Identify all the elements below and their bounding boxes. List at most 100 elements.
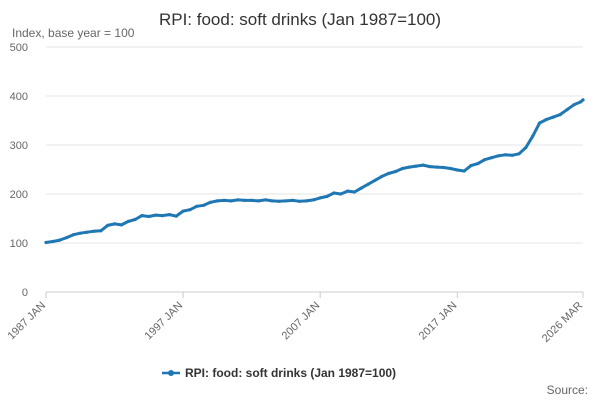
source-label[interactable]: Source:	[547, 383, 588, 397]
data-point[interactable]	[85, 230, 89, 234]
x-tick-label: 2017 JAN	[417, 300, 460, 343]
data-point[interactable]	[510, 153, 514, 157]
data-point[interactable]	[387, 171, 391, 175]
data-point[interactable]	[428, 165, 432, 169]
series-layer	[44, 98, 585, 245]
data-point[interactable]	[531, 134, 535, 138]
data-point[interactable]	[119, 223, 123, 227]
y-tick-label: 200	[10, 189, 28, 201]
data-point[interactable]	[222, 198, 226, 202]
data-point[interactable]	[462, 169, 466, 173]
data-point[interactable]	[318, 196, 322, 200]
data-point[interactable]	[174, 214, 178, 218]
y-tick-label: 400	[10, 91, 28, 103]
x-tick-label: 1987 JAN	[5, 300, 48, 343]
data-point[interactable]	[325, 194, 329, 198]
data-point[interactable]	[229, 199, 233, 203]
data-point[interactable]	[78, 231, 82, 235]
data-point[interactable]	[160, 214, 165, 218]
y-tick-label: 300	[10, 140, 28, 152]
data-point[interactable]	[58, 238, 62, 242]
data-point[interactable]	[558, 113, 562, 117]
data-point[interactable]	[202, 203, 206, 207]
data-point[interactable]	[414, 164, 418, 168]
data-point[interactable]	[167, 213, 171, 217]
data-point[interactable]	[346, 189, 350, 193]
data-point[interactable]	[291, 198, 295, 202]
data-point[interactable]	[208, 200, 213, 204]
data-point[interactable]	[256, 199, 261, 203]
data-point[interactable]	[476, 162, 480, 166]
data-point[interactable]	[572, 103, 576, 107]
grid-layer	[46, 46, 583, 244]
data-point[interactable]	[524, 145, 528, 150]
data-point[interactable]	[517, 152, 521, 156]
legend-label: RPI: food: soft drinks (Jan 1987=100)	[185, 366, 396, 380]
data-point[interactable]	[394, 169, 398, 174]
data-point[interactable]	[581, 98, 585, 102]
data-point[interactable]	[71, 233, 75, 237]
data-point[interactable]	[538, 121, 542, 125]
data-point[interactable]	[92, 229, 96, 233]
data-point[interactable]	[332, 191, 336, 195]
x-axis: 1987 JAN 1997 JAN 2007 JAN 2017 JAN 2026 MAR	[5, 292, 585, 345]
data-point[interactable]	[298, 199, 302, 203]
data-point[interactable]	[400, 166, 405, 171]
data-point[interactable]	[339, 192, 343, 196]
data-point[interactable]	[236, 198, 240, 202]
data-point[interactable]	[359, 186, 363, 190]
y-tick-label: 100	[10, 238, 28, 250]
data-point[interactable]	[352, 190, 357, 194]
data-point[interactable]	[154, 213, 158, 217]
data-point[interactable]	[181, 209, 185, 213]
data-point[interactable]	[551, 115, 555, 119]
data-point[interactable]	[380, 174, 384, 178]
data-point[interactable]	[243, 198, 247, 202]
chart-subtitle: Index, base year = 100	[12, 26, 135, 40]
data-point[interactable]	[579, 100, 583, 104]
data-point[interactable]	[304, 199, 309, 203]
x-tick-label: 2007 JAN	[280, 300, 323, 343]
data-point[interactable]	[44, 240, 48, 245]
data-point[interactable]	[373, 178, 377, 182]
data-point[interactable]	[442, 165, 446, 170]
data-point[interactable]	[483, 158, 487, 162]
data-point[interactable]	[277, 199, 281, 203]
data-point[interactable]	[270, 199, 274, 203]
y-tick-label: 500	[10, 42, 28, 54]
data-point[interactable]	[65, 236, 69, 240]
data-point[interactable]	[113, 222, 117, 226]
data-point[interactable]	[140, 214, 144, 218]
data-point[interactable]	[147, 214, 151, 219]
data-point[interactable]	[106, 223, 110, 227]
data-point[interactable]	[366, 182, 370, 186]
data-point[interactable]	[496, 154, 500, 158]
data-point[interactable]	[284, 199, 288, 203]
data-point[interactable]	[565, 108, 569, 112]
data-point[interactable]	[435, 165, 439, 169]
data-point[interactable]	[250, 198, 254, 202]
data-point[interactable]	[455, 168, 459, 172]
data-point[interactable]	[503, 153, 507, 157]
data-point[interactable]	[544, 117, 549, 122]
data-point[interactable]	[263, 198, 267, 202]
x-tick-label: 2026 MAR	[540, 300, 585, 345]
series-line	[44, 98, 585, 244]
legend-swatch-marker	[168, 370, 174, 376]
data-point[interactable]	[490, 156, 494, 160]
data-point[interactable]	[421, 163, 425, 167]
data-point[interactable]	[126, 219, 130, 223]
data-point[interactable]	[311, 198, 315, 202]
data-point[interactable]	[469, 164, 473, 168]
data-point[interactable]	[133, 217, 137, 222]
data-point[interactable]	[448, 166, 453, 171]
chart-title: RPI: food: soft drinks (Jan 1987=100)	[159, 10, 441, 29]
data-point[interactable]	[215, 199, 219, 203]
data-point[interactable]	[51, 239, 55, 244]
data-point[interactable]	[188, 208, 192, 212]
legend[interactable]: RPI: food: soft drinks (Jan 1987=100)	[162, 366, 396, 380]
data-point[interactable]	[195, 204, 199, 208]
data-point[interactable]	[99, 229, 103, 233]
data-point[interactable]	[407, 165, 411, 169]
